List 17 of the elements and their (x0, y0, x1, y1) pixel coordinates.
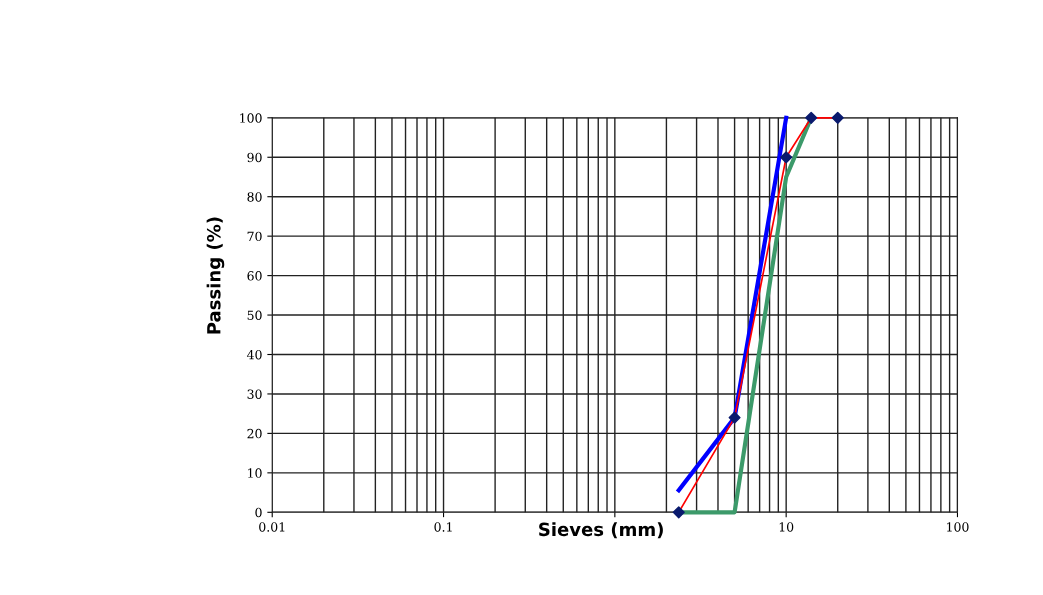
y-tick-label: 100 (240, 113, 262, 123)
x-tick-label: 0.01 (259, 522, 285, 532)
y-tick-label: 30 (247, 389, 262, 399)
y-axis-title: Passing (%) (206, 217, 225, 334)
y-tick-label: 10 (248, 468, 262, 478)
y-tick-label: 40 (246, 349, 262, 360)
y-tick-label: 80 (247, 192, 262, 202)
x-tick-label: 0.1 (434, 522, 452, 532)
x-tick-label: 100 (947, 522, 969, 532)
x-axis-title: Sieves (mm) (539, 522, 663, 539)
y-tick-label: 20 (247, 428, 262, 439)
y-tick-label: 0 (255, 507, 262, 518)
x-tick-label: 10 (779, 522, 794, 532)
y-tick-label: 50 (247, 310, 262, 320)
y-tick-label: 70 (247, 231, 262, 242)
y-tick-label: 90 (247, 152, 262, 163)
y-tick-label: 60 (247, 271, 262, 281)
